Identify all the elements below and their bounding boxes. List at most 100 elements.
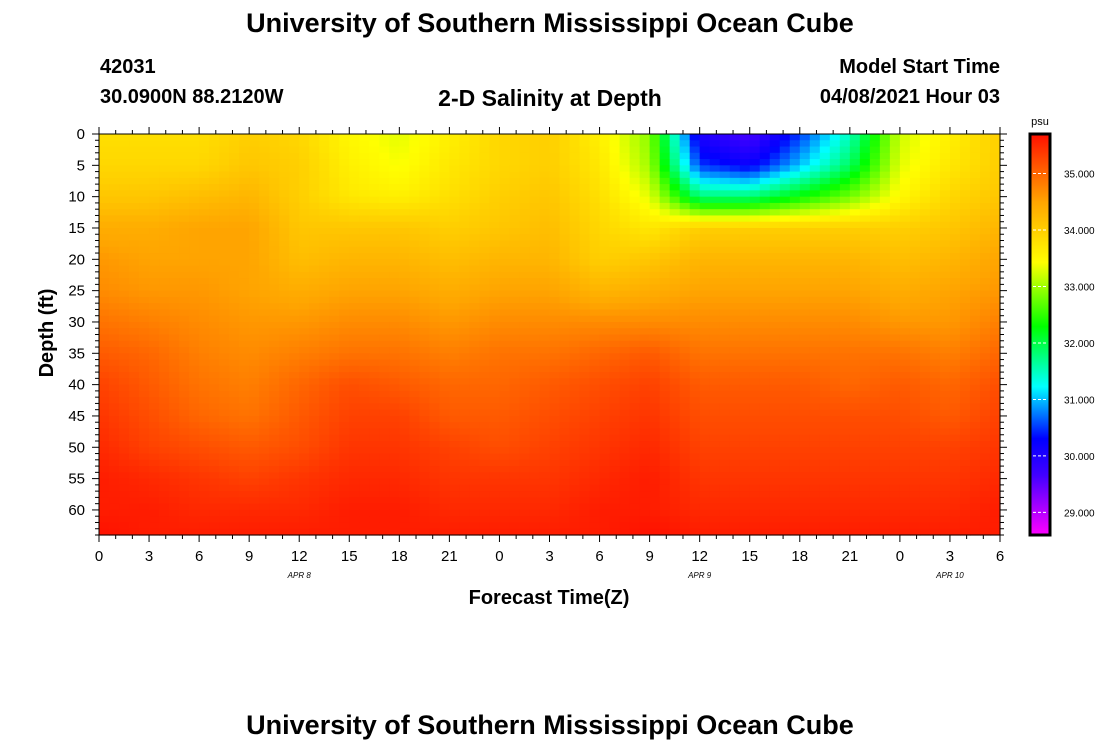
heatmap-cell [199, 259, 210, 267]
heatmap-cell [899, 246, 911, 254]
heatmap-cell [629, 165, 641, 173]
heatmap-cell [969, 453, 981, 461]
heatmap-cell [159, 196, 170, 204]
heatmap-cell [579, 434, 591, 442]
heatmap-cell [209, 415, 220, 423]
heatmap-cell [739, 328, 751, 336]
heatmap-cell [219, 246, 230, 254]
heatmap-cell [619, 190, 631, 198]
heatmap-cell [659, 441, 671, 448]
heatmap-cell [579, 415, 591, 423]
heatmap-cell [189, 478, 200, 486]
heatmap-cell [329, 466, 340, 473]
heatmap-cell [879, 209, 891, 217]
heatmap-cell [649, 453, 661, 461]
heatmap-cell [879, 184, 891, 191]
heatmap-cell [939, 259, 951, 267]
heatmap-cell [909, 202, 921, 210]
heatmap-cell [589, 334, 601, 342]
heatmap-cell [419, 290, 430, 298]
heatmap-cell [529, 321, 541, 329]
heatmap-cell [859, 472, 871, 480]
heatmap-cell [219, 171, 230, 179]
heatmap-cell [259, 365, 270, 373]
heatmap-cell [509, 227, 521, 235]
heatmap-cell [479, 321, 491, 329]
heatmap-cell [99, 165, 110, 173]
heatmap-cell [619, 196, 631, 204]
heatmap-cell [299, 259, 310, 267]
heatmap-cell [289, 466, 300, 473]
heatmap-cell [279, 422, 290, 430]
heatmap-cell [259, 209, 270, 217]
heatmap-cell [769, 296, 781, 304]
heatmap-cell [599, 384, 611, 392]
heatmap-cell [209, 159, 220, 166]
heatmap-cell [849, 334, 861, 342]
heatmap-cell [769, 390, 781, 398]
heatmap-cell [639, 227, 651, 235]
heatmap-cell [569, 453, 581, 461]
heatmap-cell [949, 221, 961, 229]
heatmap-cell [129, 403, 140, 411]
heatmap-cell [449, 284, 460, 292]
heatmap-cell [849, 159, 861, 166]
heatmap-cell [559, 453, 571, 461]
heatmap-cell [509, 265, 521, 273]
heatmap-cell [519, 265, 531, 273]
heatmap-cell [179, 202, 190, 210]
heatmap-cell [709, 428, 721, 436]
heatmap-cell [409, 441, 420, 448]
heatmap-cell [759, 253, 771, 260]
heatmap-cell [759, 353, 771, 361]
heatmap-cell [119, 196, 130, 204]
heatmap-cell [889, 240, 901, 248]
heatmap-cell [829, 190, 841, 198]
heatmap-cell [409, 328, 420, 336]
heatmap-cell [239, 303, 250, 311]
heatmap-cell [799, 347, 811, 354]
heatmap-cell [119, 152, 130, 160]
heatmap-cell [239, 209, 250, 217]
heatmap-cell [689, 434, 701, 442]
heatmap-cell [479, 466, 491, 473]
heatmap-cell [759, 221, 771, 229]
heatmap-cell [629, 422, 641, 430]
heatmap-cell [929, 359, 941, 367]
heatmap-cell [289, 271, 300, 279]
heatmap-cell [359, 334, 370, 342]
heatmap-cell [289, 215, 300, 223]
heatmap-cell [139, 397, 150, 405]
heatmap-cell [409, 284, 420, 292]
heatmap-cell [309, 428, 320, 436]
heatmap-cell [129, 303, 140, 311]
heatmap-cell [129, 422, 140, 430]
heatmap-cell [619, 472, 631, 480]
heatmap-cell [449, 177, 460, 185]
heatmap-cell [159, 441, 170, 448]
heatmap-cell [739, 227, 751, 235]
heatmap-cell [719, 227, 731, 235]
heatmap-cell [319, 171, 330, 179]
heatmap-cell [539, 215, 551, 223]
heatmap-cell [729, 215, 741, 223]
heatmap-cell [419, 271, 430, 279]
heatmap-cell [429, 284, 440, 292]
heatmap-cell [259, 459, 270, 467]
heatmap-cell [809, 202, 821, 210]
heatmap-cell [869, 428, 881, 436]
heatmap-cell [329, 259, 340, 267]
heatmap-cell [649, 466, 661, 473]
heatmap-cell [729, 134, 741, 141]
heatmap-cell [259, 347, 270, 354]
heatmap-cell [309, 334, 320, 342]
heatmap-cell [329, 246, 340, 254]
heatmap-cell [519, 428, 531, 436]
heatmap-cell [489, 415, 501, 423]
heatmap-cell [429, 152, 440, 160]
heatmap-cell [109, 447, 120, 455]
heatmap-cell [739, 447, 751, 455]
heatmap-cell [199, 434, 210, 442]
heatmap-cell [429, 246, 440, 254]
heatmap-cell [879, 284, 891, 292]
